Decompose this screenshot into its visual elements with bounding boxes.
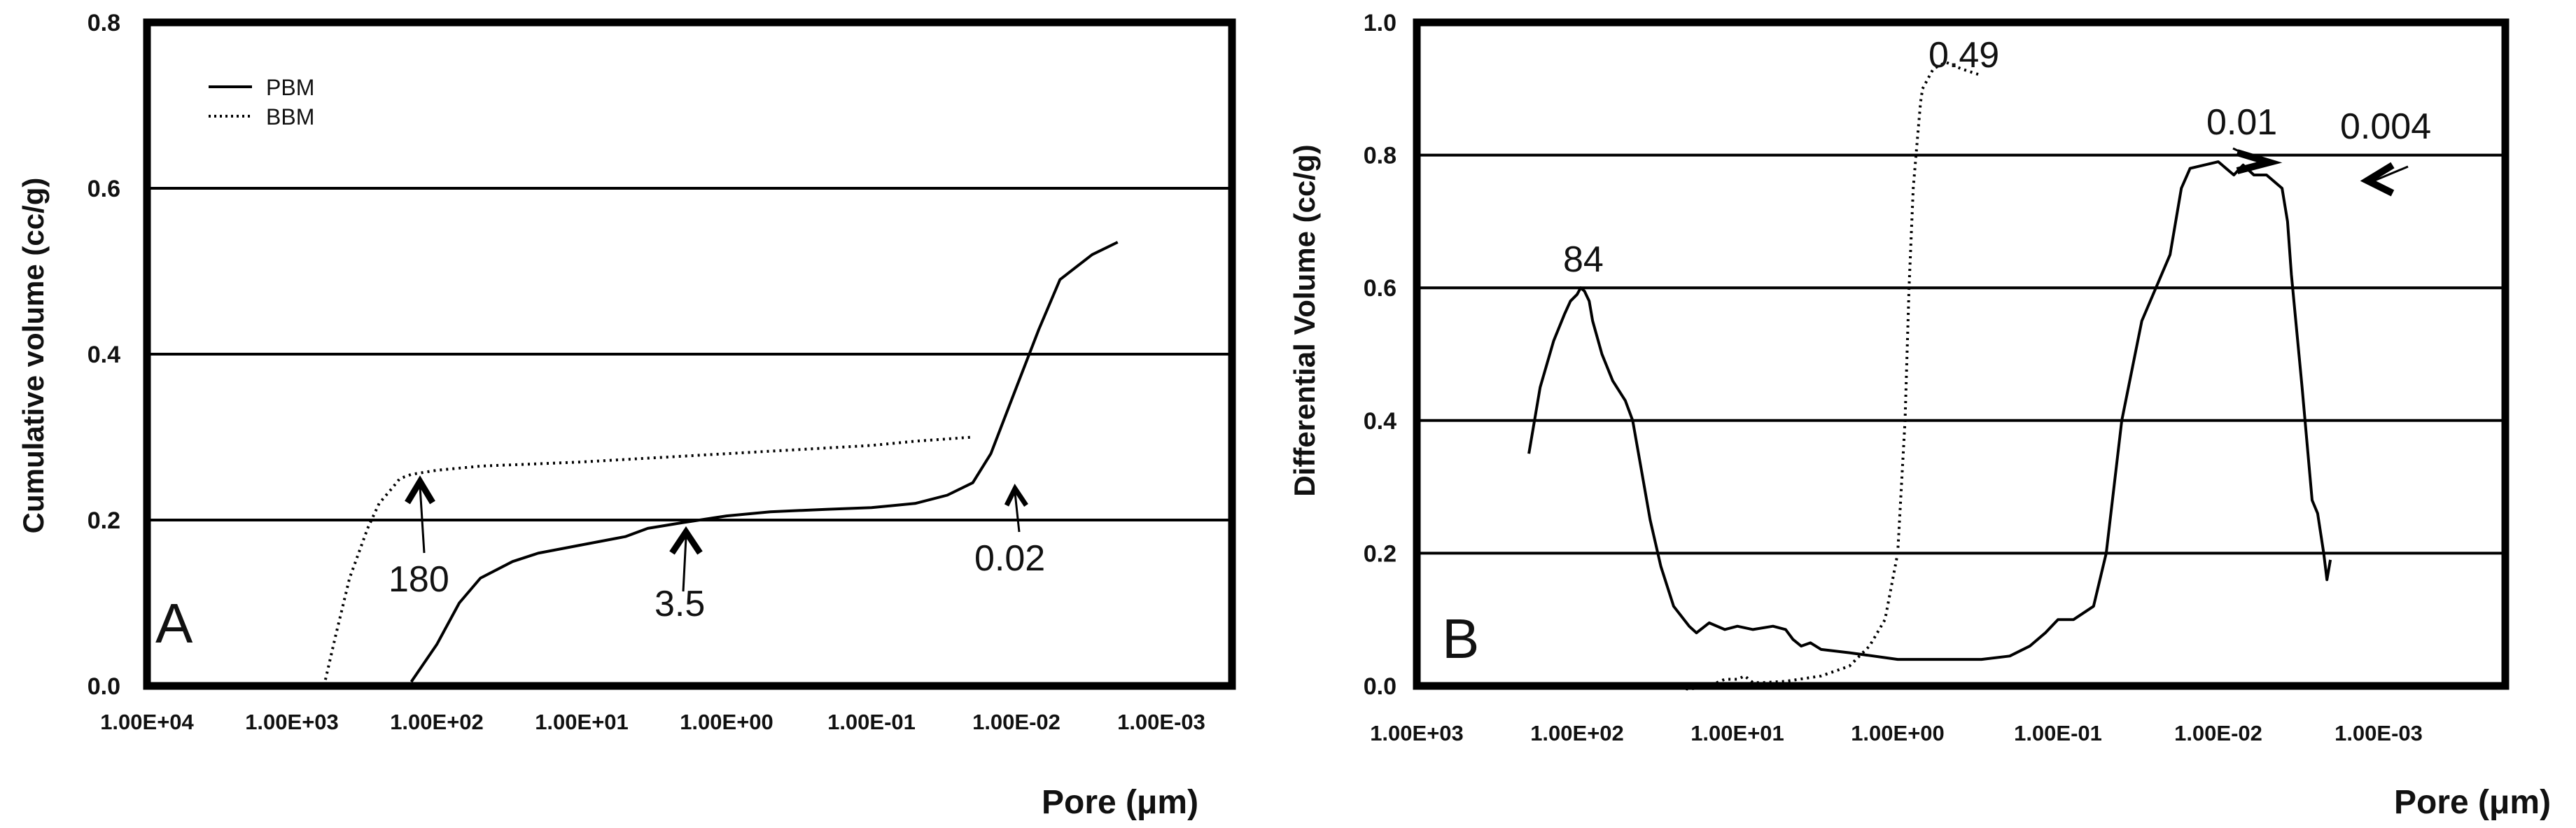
chart-b-y-tick-label: 0.2 xyxy=(1364,540,1396,567)
chart-b-y-tick-label: 0.8 xyxy=(1364,143,1396,169)
chart-b-annotation-0.49: 0.49 xyxy=(1928,35,1999,76)
chart-a-annotation-0.02: 0.02 xyxy=(974,538,1045,579)
chart-a-x-tick-label: 1.00E-03 xyxy=(1117,710,1205,734)
chart-b-annotation-84: 84 xyxy=(1563,239,1604,280)
chart-a-legend: PBM BBM xyxy=(209,75,314,129)
chart-b-x-tick-label: 1.00E+02 xyxy=(1530,721,1624,745)
chart-a: 0.0 0.2 0.4 0.6 0.8 1.00E+04 1.00E+03 1.00E+02… xyxy=(17,10,1236,821)
chart-b-annotation-0.004: 0.004 xyxy=(2340,106,2431,147)
chart-a-y-tick-label: 0.6 xyxy=(88,176,120,202)
chart-a-leader-0.02 xyxy=(1014,492,1021,533)
chart-b-y-axis-title: Differential Volume (cc/g) xyxy=(1288,144,1321,496)
chart-b-y-tick-label: 0.6 xyxy=(1364,275,1396,302)
chart-b-arrow-0.004 xyxy=(2360,162,2395,197)
chart-b-leader-0.01 xyxy=(2232,147,2262,163)
chart-a-x-axis-title: Pore (μm) xyxy=(1042,784,1198,821)
chart-a-leader-180 xyxy=(419,486,426,554)
chart-b-panel-label: B xyxy=(1442,608,1479,670)
chart-b-leader-0.004 xyxy=(2374,165,2409,182)
chart-a-y-tick-label: 0.4 xyxy=(88,342,120,368)
chart-b-x-tick-label: 1.00E+01 xyxy=(1690,721,1784,745)
chart-a-x-tick-label: 1.00E-01 xyxy=(827,710,916,734)
chart-a-y-tick-label: 0.2 xyxy=(88,507,120,534)
chart-a-y-axis-title: Cumulative volume (cc/g) xyxy=(17,178,50,534)
chart-a-x-tick-label: 1.00E-02 xyxy=(972,710,1060,734)
chart-b-x-tick-label: 1.00E-02 xyxy=(2174,721,2262,745)
chart-b-plot-area xyxy=(1413,18,2510,690)
chart-b-x-tick-label: 1.00E+03 xyxy=(1370,721,1464,745)
chart-a-series-pbm xyxy=(410,241,1119,683)
chart-a-x-tick-label: 1.00E+00 xyxy=(680,710,774,734)
chart-a-panel-label: A xyxy=(155,592,193,654)
chart-b-series-solid xyxy=(1527,160,2332,661)
chart-a-x-tick-label: 1.00E+03 xyxy=(245,710,339,734)
chart-a-y-tick-label: 0.8 xyxy=(88,10,120,36)
chart-a-annotation-180: 180 xyxy=(388,559,449,600)
chart-a-leader-3.5 xyxy=(682,537,687,592)
chart-a-legend-label-pbm: PBM xyxy=(266,75,314,100)
chart-a-arrow-0.02 xyxy=(1004,484,1028,507)
chart-b-x-tick-label: 1.00E-01 xyxy=(2014,721,2102,745)
chart-b-annotation-0.01: 0.01 xyxy=(2206,102,2277,143)
chart-a-annotation-3.5: 3.5 xyxy=(654,584,705,624)
chart-a-x-tick-label: 1.00E+01 xyxy=(535,710,629,734)
chart-b-x-axis-title: Pore (μm) xyxy=(2394,784,2551,821)
chart-b-x-tick-label: 1.00E+00 xyxy=(1851,721,1945,745)
chart-a-y-tick-label: 0.0 xyxy=(88,673,120,700)
chart-b-y-tick-label: 0.4 xyxy=(1364,408,1396,435)
chart-a-x-tick-label: 1.00E+02 xyxy=(390,710,484,734)
chart-a-arrow-180 xyxy=(405,475,435,505)
chart-a-x-tick-label: 1.00E+04 xyxy=(100,710,194,734)
chart-b-y-tick-label: 0.0 xyxy=(1364,673,1396,700)
chart-b-y-tick-label: 1.0 xyxy=(1364,10,1396,36)
chart-b-x-tick-label: 1.00E-03 xyxy=(2334,721,2423,745)
chart-a-legend-label-bbm: BBM xyxy=(266,104,314,129)
chart-b-series-dotted xyxy=(1660,60,1982,691)
chart-a-arrow-3.5 xyxy=(669,526,703,555)
chart-b: 0.0 0.2 0.4 0.6 0.8 1.0 1.00E+03 1.00E+02 1.00E… xyxy=(1288,10,2551,821)
